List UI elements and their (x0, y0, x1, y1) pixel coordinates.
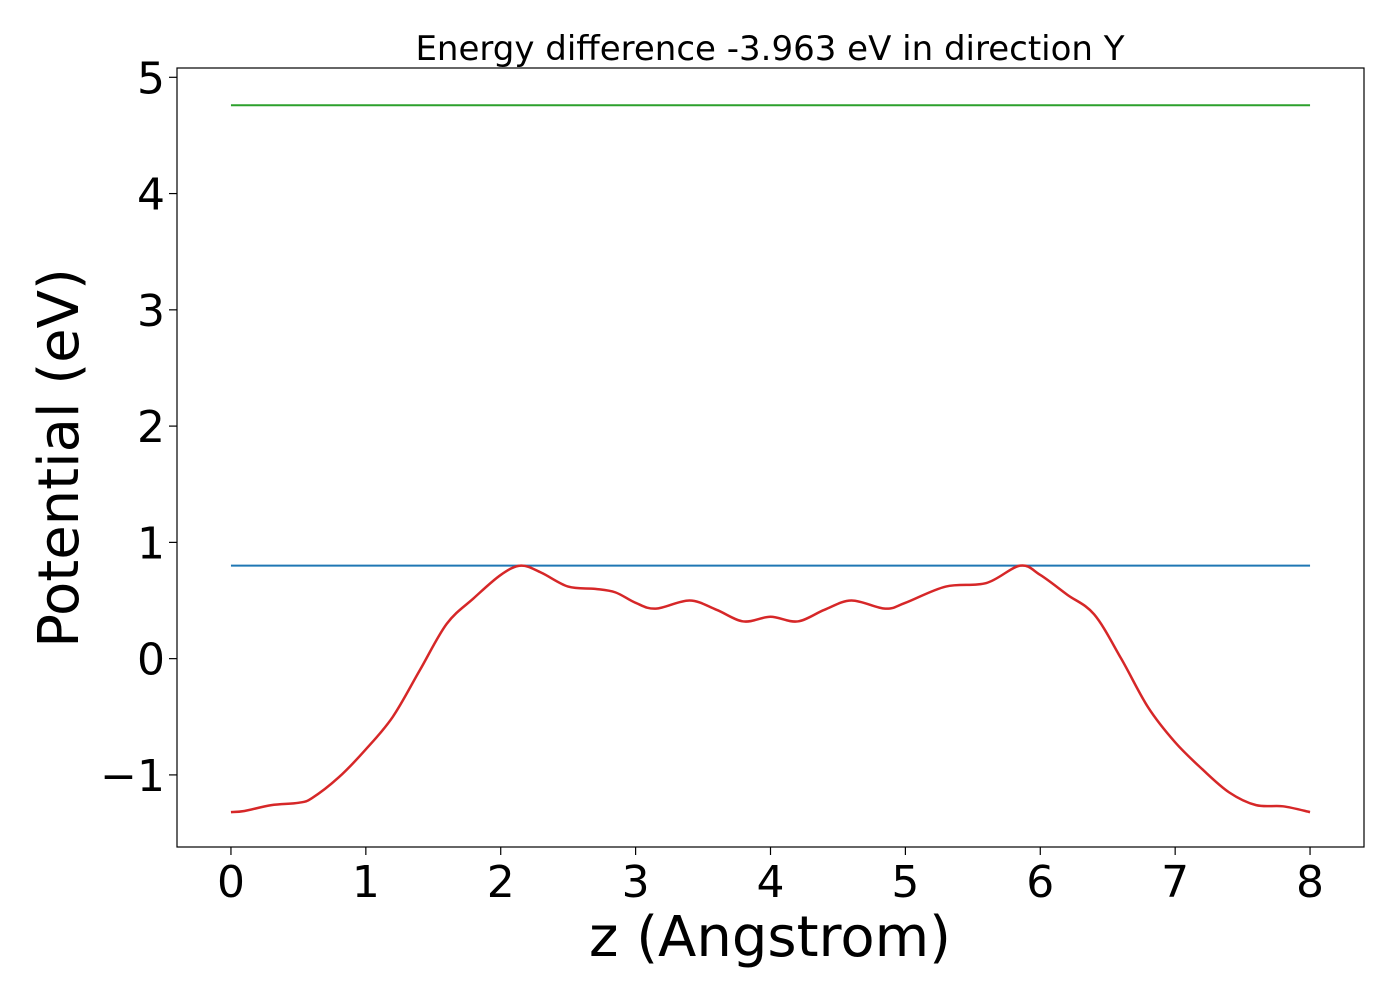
y-tick-label: 1 (137, 518, 165, 569)
y-axis-title: Potential (eV) (27, 268, 92, 648)
y-tick-label: 4 (137, 170, 165, 221)
y-tick-label: 2 (137, 402, 165, 453)
x-tick-label: 2 (487, 857, 515, 908)
x-tick-label: 4 (757, 857, 785, 908)
chart-title: Energy difference -3.963 eV in direction… (415, 29, 1124, 69)
y-axis-ticks: −1 0 1 2 3 4 5 (100, 53, 177, 802)
x-tick-label: 6 (1026, 857, 1054, 908)
x-tick-label: 8 (1296, 857, 1324, 908)
x-tick-label: 5 (891, 857, 919, 908)
series-line-3 (230, 564, 1311, 814)
plot-lines (230, 104, 1311, 814)
x-tick-label: 0 (217, 857, 245, 908)
y-tick-label: 0 (137, 635, 165, 686)
x-tick-label: 7 (1161, 857, 1189, 908)
y-tick-label: −1 (100, 751, 165, 802)
x-axis-title: z (Angstrom) (589, 905, 951, 970)
x-axis-ticks: 0 1 2 3 4 5 6 7 8 (217, 847, 1324, 908)
x-tick-label: 3 (622, 857, 650, 908)
x-tick-label: 1 (352, 857, 380, 908)
y-tick-label: 5 (137, 53, 165, 104)
plot-frame (176, 67, 1365, 848)
y-tick-label: 3 (137, 286, 165, 337)
